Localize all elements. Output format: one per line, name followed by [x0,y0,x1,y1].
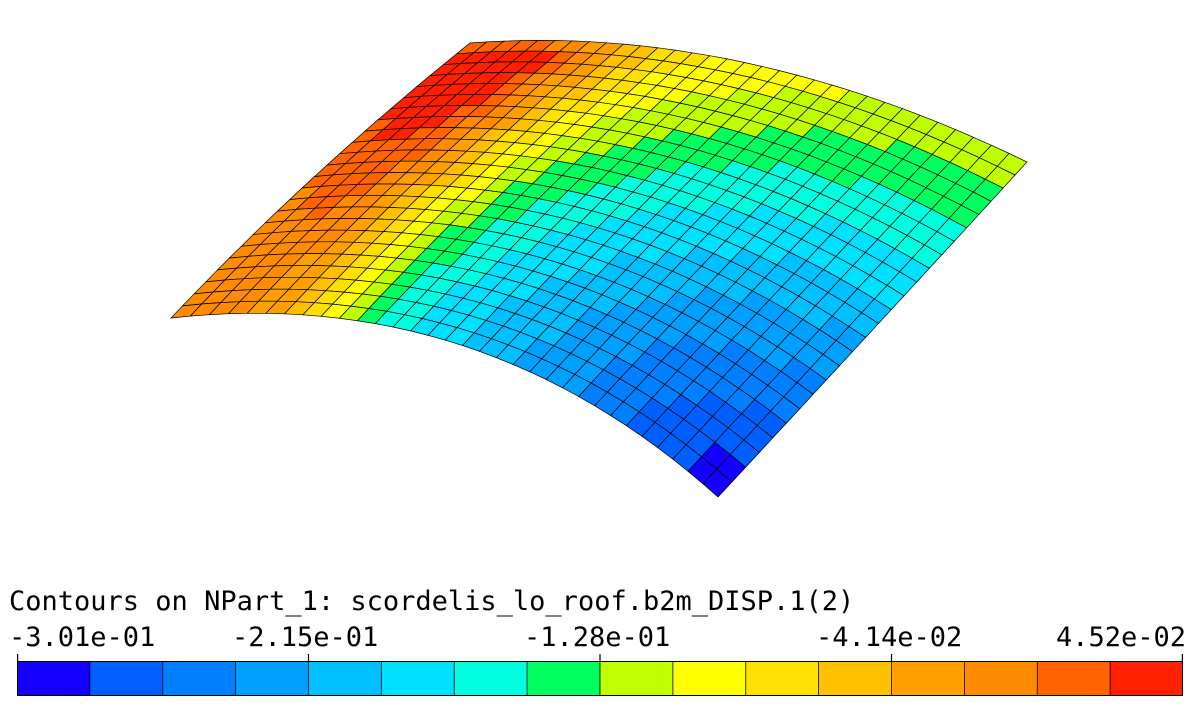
colorbar-segment [527,661,601,696]
colorbar-segment [162,661,237,696]
colorbar-segment [891,661,965,696]
colorbar-segment [818,661,893,696]
colorbar-segment [672,661,747,696]
contour-plot-viewport[interactable] [0,0,1200,560]
contour-legend-title: Contours on NPart_1: scordelis_lo_roof.b… [9,586,855,617]
colorbar-segment [308,661,382,696]
roof-mesh [170,40,1028,498]
colorbar-segment [745,661,820,696]
colorbar-tick-label-min: -3.01e-01 [9,622,156,653]
colorbar-segment [235,661,310,696]
colorbar-border [17,661,1183,696]
colorbar-tick-label-3: -1.28e-01 [524,622,671,653]
colorbar-tick-label-max: 4.52e-02 [1056,622,1187,653]
colorbar-segment [964,661,1038,696]
colorbar-tick-label-2: -2.15e-01 [232,622,379,653]
colorbar-segment [1037,661,1111,696]
colorbar-segment [600,661,674,696]
mesh-element [702,468,733,498]
colorbar-segment [89,661,164,696]
colorbar-segment [454,661,528,696]
colorbar-tick-label-4: -4.14e-02 [816,622,963,653]
colorbar [17,654,1183,696]
colorbar-segment [17,661,91,696]
colorbar-segment [381,661,455,696]
colorbar-segment [1110,661,1183,696]
